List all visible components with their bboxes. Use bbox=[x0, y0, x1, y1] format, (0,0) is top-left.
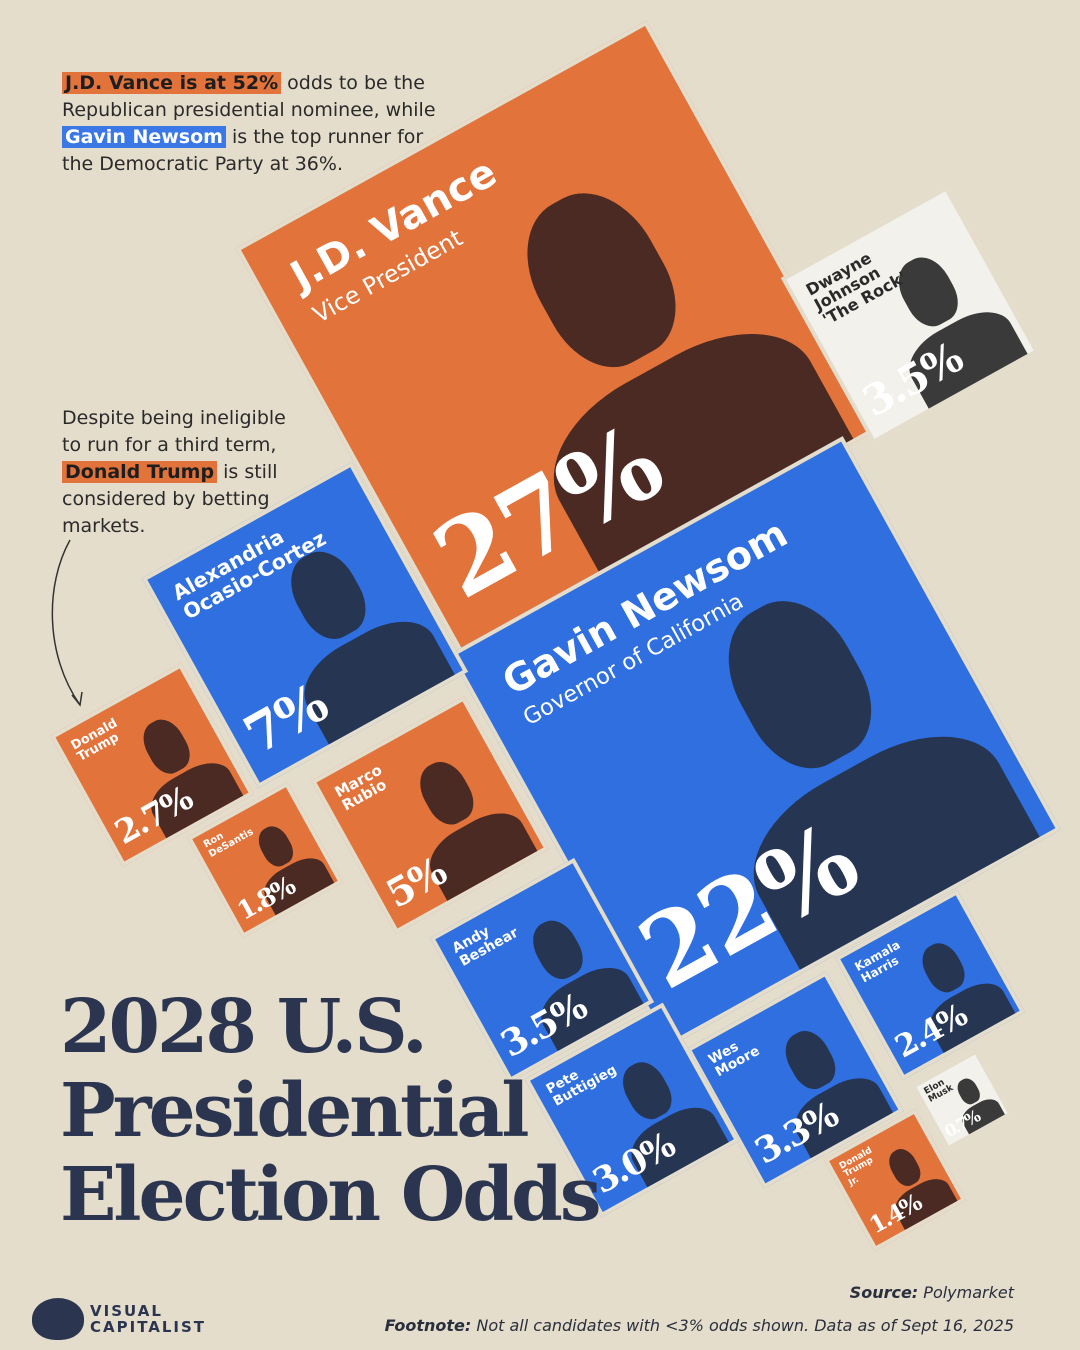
highlight-vance: J.D. Vance is at 52% bbox=[62, 72, 282, 94]
logo-icon bbox=[32, 1298, 84, 1340]
footnote-value: Not all candidates with <3% odds shown. … bbox=[471, 1316, 1014, 1335]
annotation-text: Despite being ineligible to run for a th… bbox=[62, 407, 286, 456]
odds-value: 0.7% bbox=[941, 1106, 983, 1141]
footnote-label: Footnote: bbox=[384, 1316, 472, 1335]
annotation-text: is the top runner for the Democratic Par… bbox=[62, 126, 424, 175]
source-value: Polymarket bbox=[918, 1283, 1014, 1302]
annotation-text: odds to be the Republican presidential n… bbox=[62, 72, 436, 121]
vance-newsom-annotation: J.D. Vance is at 52% odds to be the Repu… bbox=[62, 70, 442, 178]
chart-title: 2028 U.S. Presidential Election Odds bbox=[60, 984, 601, 1238]
highlight-newsom: Gavin Newsom bbox=[62, 126, 226, 148]
arrow-icon bbox=[51, 539, 83, 707]
visual-capitalist-logo: VISUAL CAPITALIST bbox=[32, 1298, 206, 1340]
trump-annotation: Despite being ineligible to run for a th… bbox=[62, 405, 287, 540]
footnote: Footnote: Not all candidates with <3% od… bbox=[385, 1316, 1014, 1335]
highlight-trump: Donald Trump bbox=[62, 461, 218, 483]
candidate-name: Marco Rubio bbox=[331, 760, 390, 815]
source: Source: Polymarket bbox=[850, 1283, 1014, 1302]
candidate-name: Kamala Harris bbox=[852, 937, 903, 986]
candidate-name: Donald Trump bbox=[68, 715, 122, 766]
brand-name: VISUAL CAPITALIST bbox=[90, 1302, 207, 1336]
candidate-name: Wes Moore bbox=[705, 1038, 763, 1081]
candidate-name: Donald Trump Jr. bbox=[837, 1145, 876, 1189]
annotation-text: is still considered by betting markets. bbox=[62, 461, 278, 537]
source-label: Source: bbox=[849, 1283, 919, 1302]
